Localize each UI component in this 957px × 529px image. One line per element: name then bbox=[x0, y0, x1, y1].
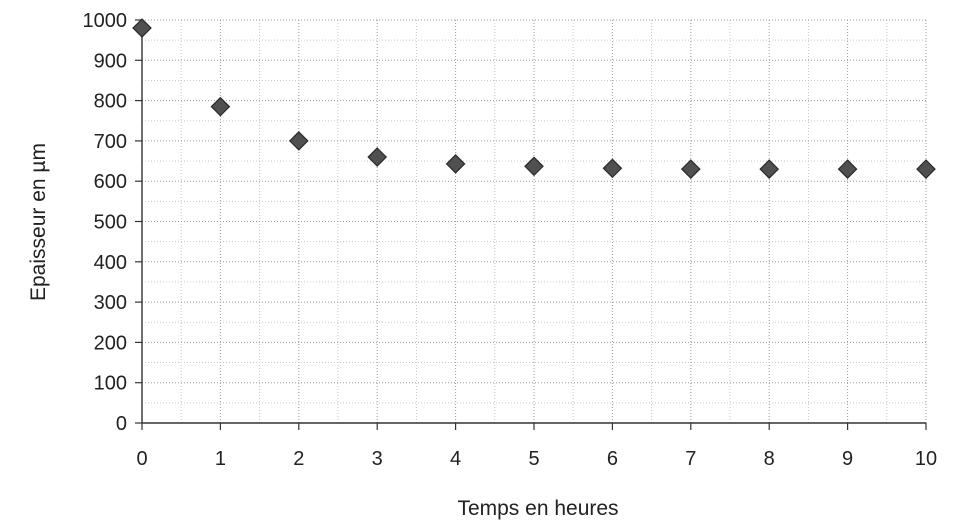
x-tick-label: 7 bbox=[685, 448, 696, 470]
x-tick-label: 3 bbox=[372, 448, 383, 470]
y-tick-label: 800 bbox=[94, 91, 127, 113]
data-point bbox=[524, 156, 544, 177]
x-tick-label: 2 bbox=[293, 448, 304, 470]
data-point bbox=[759, 159, 780, 179]
x-axis-title: Temps en heures bbox=[457, 497, 618, 520]
y-tick-label: 300 bbox=[94, 292, 127, 314]
data-point bbox=[837, 159, 858, 179]
data-point bbox=[288, 131, 309, 151]
x-tick-label: 9 bbox=[842, 448, 853, 470]
y-tick-label: 500 bbox=[94, 212, 127, 234]
y-tick-label: 600 bbox=[94, 171, 127, 193]
y-tick-label: 900 bbox=[94, 50, 127, 72]
x-tick-label: 10 bbox=[915, 448, 937, 470]
tick-labels: 0 100 200 300 400 500 600 700 800 900 1000 0 1 2 3 4 5 6 7… bbox=[83, 10, 938, 470]
axes bbox=[135, 19, 927, 430]
y-tick-label: 100 bbox=[94, 373, 127, 395]
x-tick-label: 1 bbox=[215, 448, 226, 470]
data-point bbox=[210, 96, 231, 117]
y-tick-label: 400 bbox=[94, 252, 127, 274]
data-point bbox=[602, 158, 623, 179]
y-tick-label: 1000 bbox=[83, 10, 128, 32]
x-tick-label: 5 bbox=[528, 448, 539, 470]
data-point bbox=[445, 154, 466, 174]
x-tick-label: 8 bbox=[764, 448, 775, 470]
y-tick-label: 200 bbox=[94, 332, 127, 354]
data-points bbox=[132, 18, 936, 179]
y-tick-label: 700 bbox=[94, 131, 127, 153]
x-tick-label: 4 bbox=[450, 448, 461, 470]
y-tick-label: 0 bbox=[116, 413, 127, 435]
x-tick-label: 6 bbox=[607, 448, 618, 470]
grid bbox=[141, 19, 927, 424]
data-point bbox=[132, 18, 152, 38]
data-point bbox=[680, 159, 701, 179]
y-axis-title: Epaisseur en µm bbox=[27, 143, 50, 301]
data-point bbox=[367, 147, 388, 167]
data-point bbox=[916, 159, 936, 179]
x-tick-label: 0 bbox=[136, 448, 147, 470]
